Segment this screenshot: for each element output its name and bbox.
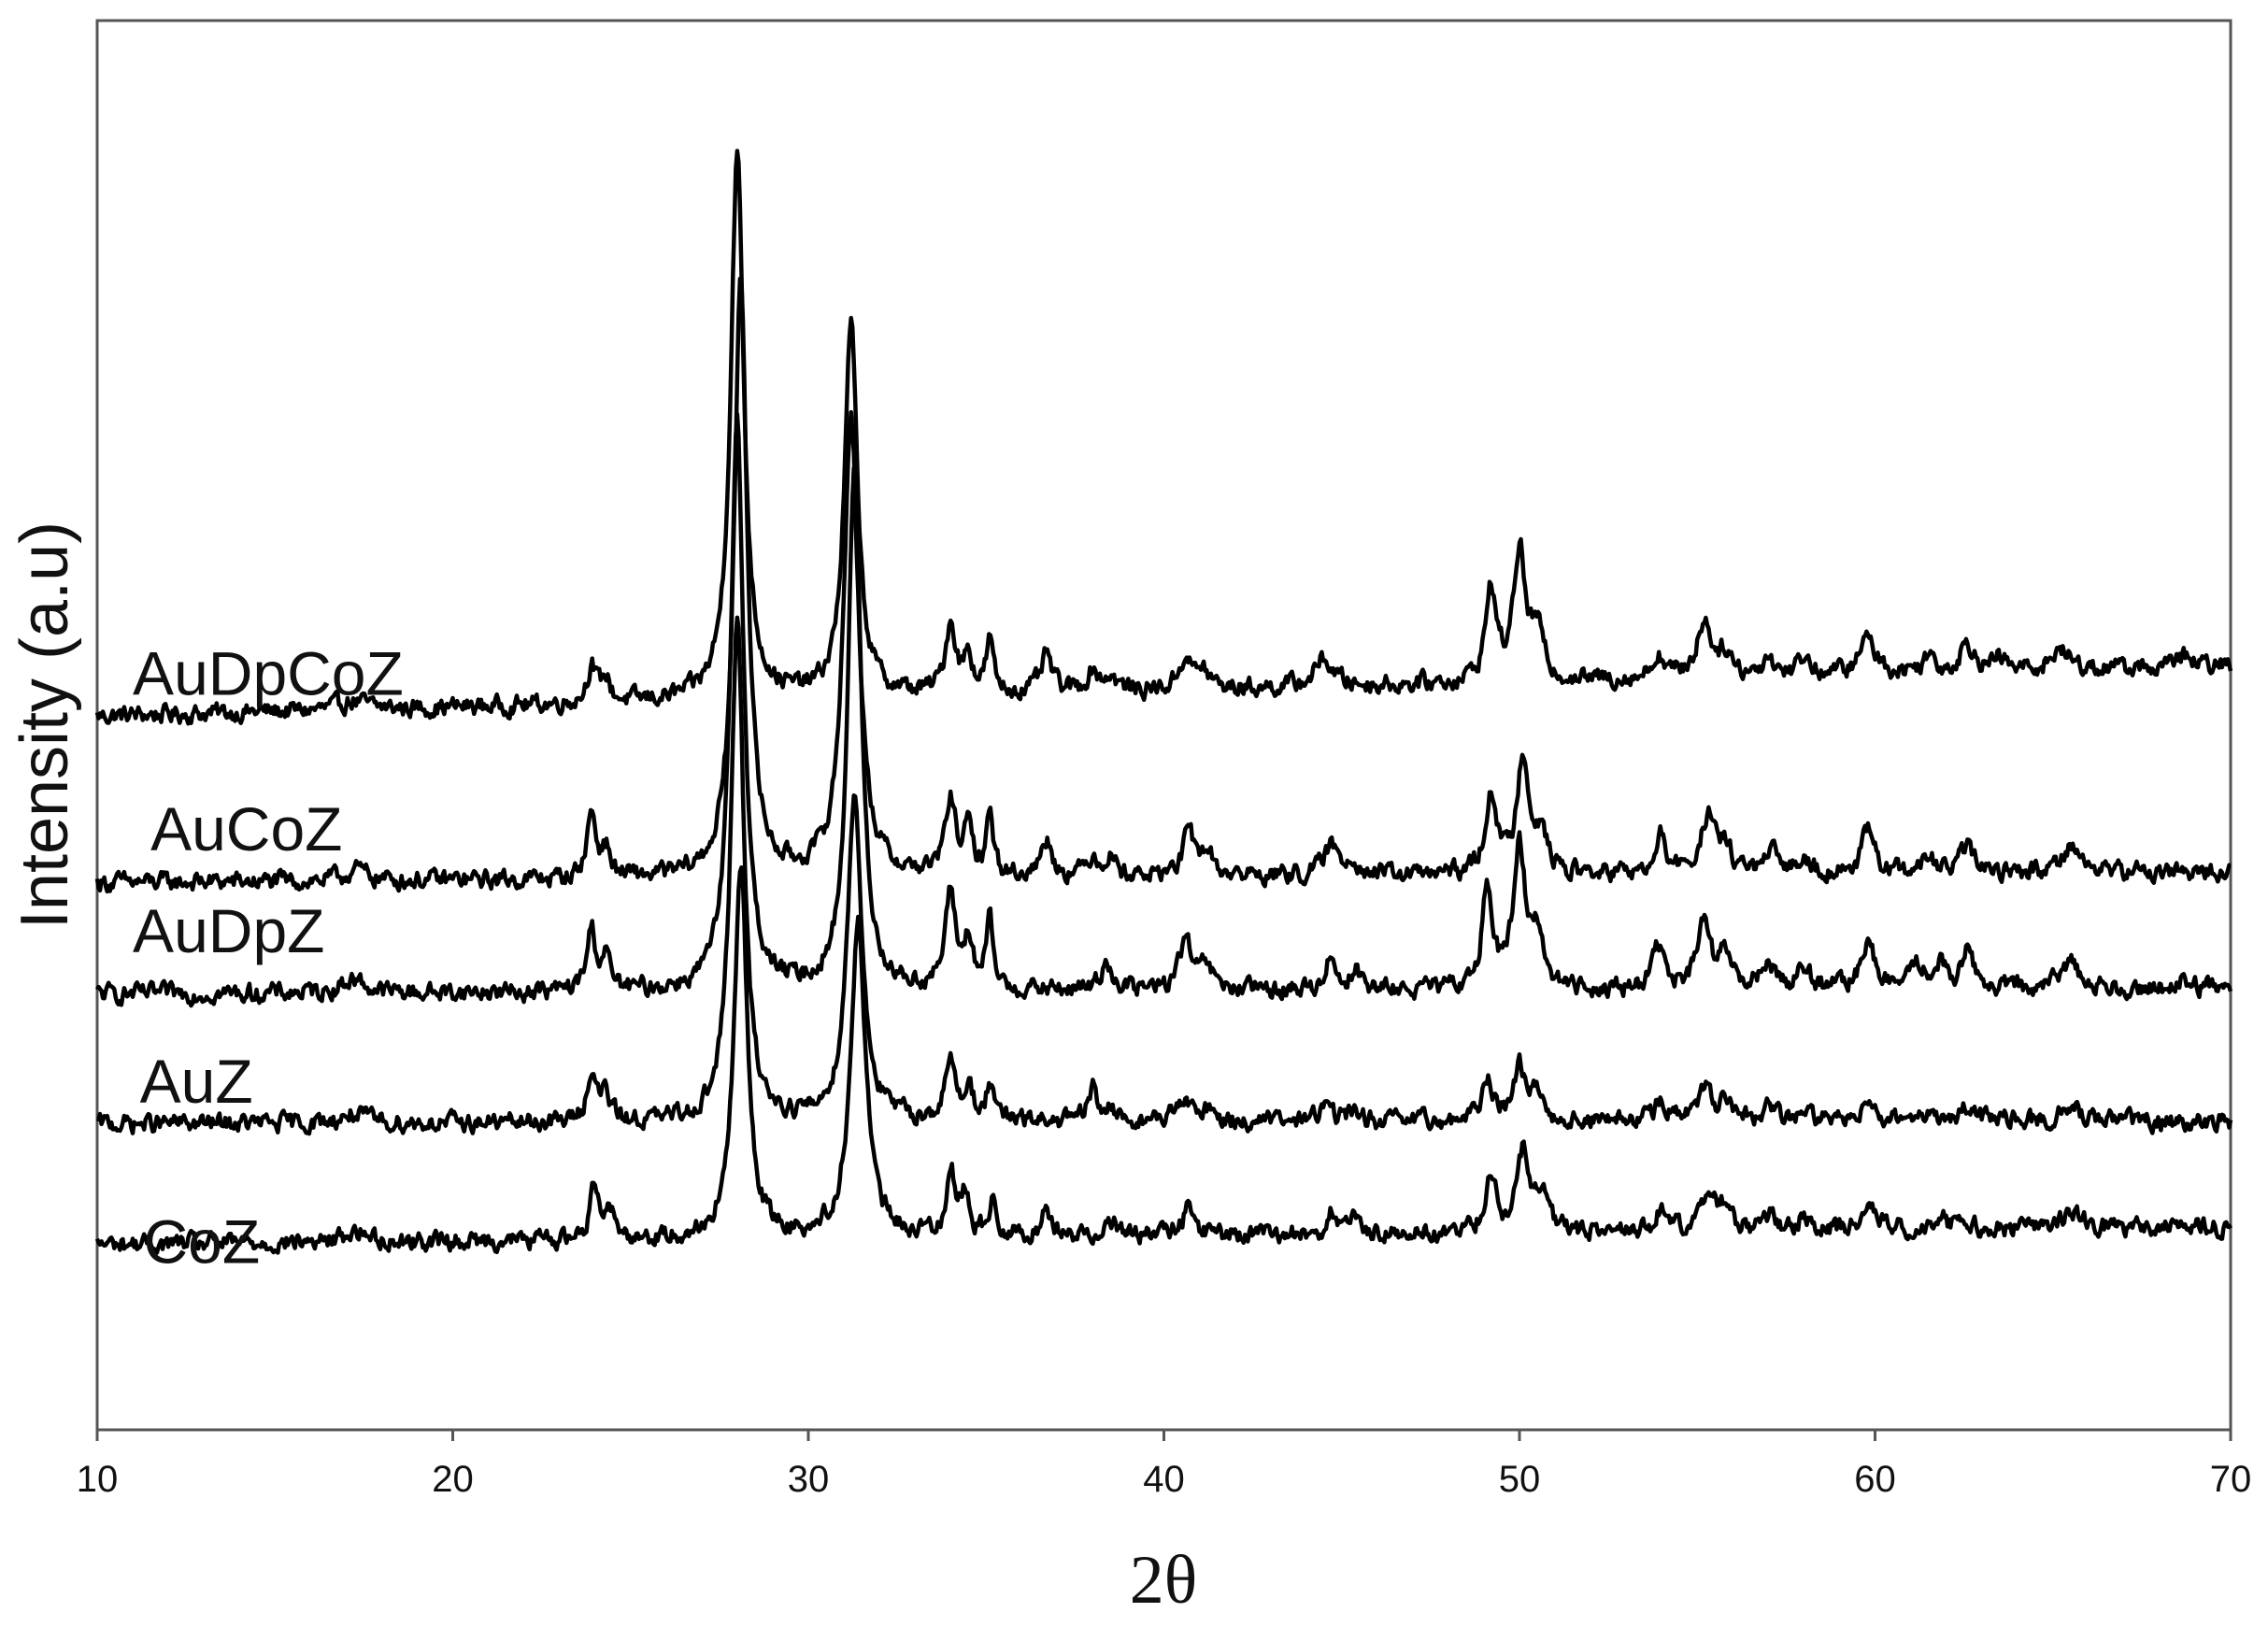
series-label-CoZ: CoZ bbox=[143, 1206, 260, 1276]
x-tick-label-70: 70 bbox=[2210, 1459, 2252, 1500]
x-tick-label-20: 20 bbox=[432, 1459, 474, 1500]
y-axis-title: Intensity (a.u) bbox=[7, 521, 82, 929]
x-tick-label-50: 50 bbox=[1499, 1459, 1541, 1500]
x-axis-title: 2θ bbox=[1130, 1542, 1197, 1619]
series-line-AuCoZ bbox=[94, 277, 2232, 894]
series-labels: AuDpCoZ AuCoZ AuDpZ AuZ CoZ bbox=[133, 638, 404, 1276]
plot-area-frame bbox=[95, 19, 2232, 1432]
series-traces bbox=[94, 149, 2233, 1256]
series-label-AuCoZ: AuCoZ bbox=[150, 794, 342, 863]
series-line-AuDpCoZ bbox=[94, 149, 2233, 726]
x-tick-label-60: 60 bbox=[1854, 1459, 1896, 1500]
series-line-AuZ bbox=[96, 615, 2233, 1136]
x-axis-ticks: 10 20 30 40 50 60 70 bbox=[77, 1430, 2252, 1500]
x-tick-label-30: 30 bbox=[788, 1459, 830, 1500]
x-tick-label-10: 10 bbox=[77, 1459, 119, 1500]
series-label-AuDpCoZ: AuDpCoZ bbox=[133, 638, 404, 707]
series-line-CoZ bbox=[94, 864, 2232, 1256]
series-line-AuDpZ bbox=[95, 412, 2233, 1008]
series-label-AuDpZ: AuDpZ bbox=[133, 896, 324, 965]
x-tick-label-40: 40 bbox=[1143, 1459, 1185, 1500]
series-label-AuZ: AuZ bbox=[140, 1047, 253, 1116]
